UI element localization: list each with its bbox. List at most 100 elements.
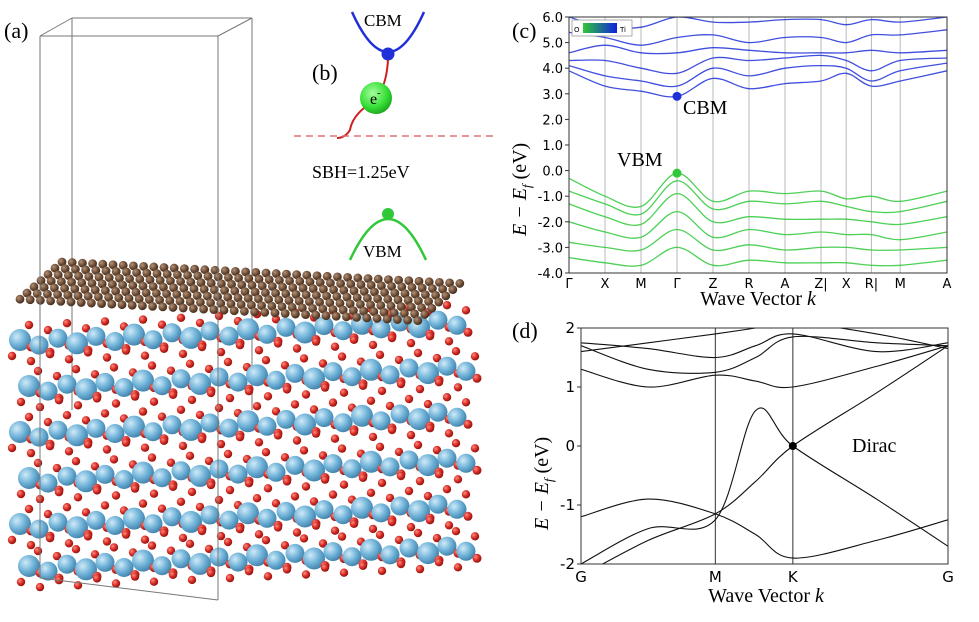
- titanium-atom: [351, 496, 373, 519]
- oxygen-atom: [280, 361, 290, 370]
- carbon-atom: [413, 316, 423, 326]
- carbon-atom: [270, 308, 280, 318]
- oxygen-atom: [461, 490, 471, 499]
- carbon-atom: [91, 266, 101, 275]
- carbon-atom: [352, 293, 362, 303]
- oxygen-atom: [453, 475, 463, 484]
- carbon-atom: [108, 280, 117, 289]
- oxygen-atom: [252, 494, 262, 503]
- oxygen-atom: [102, 537, 112, 546]
- carbon-atom: [111, 286, 120, 296]
- carbon-atom: [43, 289, 52, 299]
- carbon-atom: [121, 287, 131, 297]
- x-tick-label: G: [575, 568, 587, 586]
- panel-a-structure: (a): [4, 17, 482, 601]
- titanium-atom: [38, 473, 58, 493]
- carbon-atom: [247, 281, 257, 290]
- titanium-atom: [18, 555, 40, 577]
- carbon-atom: [339, 285, 349, 295]
- dirac-annotation: Dirac: [852, 435, 897, 457]
- carbon-atom: [284, 296, 294, 305]
- carbon-atom: [53, 270, 63, 280]
- carbon-atom: [229, 306, 239, 316]
- carbon-atom: [377, 281, 386, 291]
- carbon-atom: [145, 275, 155, 285]
- carbon-atom: [117, 300, 127, 310]
- y-tick-label: 6.0: [542, 11, 563, 26]
- titanium-atom: [123, 415, 145, 438]
- carbon-atom: [15, 294, 25, 304]
- carbon-atom: [127, 300, 137, 310]
- carbon-atom: [349, 286, 359, 296]
- oxygen-atom: [280, 453, 290, 462]
- cell-edge: [217, 17, 253, 37]
- x-tick-label: R: [744, 277, 753, 292]
- carbon-atom: [101, 266, 111, 276]
- carbon-atom: [29, 282, 39, 292]
- carbon-atom: [390, 288, 400, 298]
- oxygen-atom: [109, 543, 119, 552]
- oxygen-atom: [206, 568, 216, 578]
- carbon-atom: [162, 289, 172, 299]
- carbon-atom: [363, 274, 373, 283]
- carbon-atom: [220, 266, 230, 276]
- oxygen-atom: [216, 531, 226, 541]
- titanium-atom: [57, 554, 77, 574]
- titanium-atom: [114, 558, 134, 577]
- titanium-atom: [209, 547, 229, 567]
- carbon-atom: [210, 265, 220, 275]
- panel-d-kpoint-lines: [714, 328, 794, 564]
- oxygen-atom: [235, 341, 245, 350]
- oxygen-atom: [404, 486, 414, 496]
- titanium-atom: [219, 326, 239, 346]
- carbon-atom: [353, 273, 363, 283]
- carbon-atom: [254, 274, 264, 284]
- carbon-atom: [278, 282, 287, 292]
- oxygen-atom: [33, 546, 43, 556]
- carbon-atom: [32, 289, 42, 298]
- titanium-atom: [86, 326, 106, 346]
- x-tick-label: Γ: [565, 277, 573, 292]
- carbon-atom: [97, 279, 107, 289]
- titanium-atom: [428, 310, 448, 330]
- titanium-atom: [75, 378, 97, 401]
- carbon-atom: [216, 299, 226, 308]
- titanium-atom: [48, 512, 68, 532]
- carbon-atom: [87, 298, 96, 308]
- oxygen-atom: [187, 395, 197, 405]
- carbon-atom: [67, 277, 76, 287]
- oxygen-atom: [432, 445, 442, 455]
- electron-label: e-: [370, 88, 380, 108]
- oxygen-atom: [147, 361, 157, 370]
- carbon-atom: [63, 290, 73, 300]
- titanium-atom: [408, 316, 430, 339]
- oxygen-atom: [282, 477, 292, 486]
- carbon-atom: [210, 285, 219, 295]
- oxygen-atom: [415, 476, 425, 486]
- oxygen-atom: [130, 392, 140, 401]
- carbon-atom: [175, 296, 185, 306]
- carbon-atom: [223, 292, 233, 302]
- carbon-atom: [173, 270, 182, 280]
- oxygen-atom: [394, 447, 404, 457]
- carbon-atom: [261, 268, 271, 278]
- carbon-atom: [118, 280, 127, 290]
- carbon-atom: [274, 295, 284, 305]
- oxygen-atom: [197, 434, 207, 444]
- carbon-atom: [129, 261, 138, 271]
- oxygen-atom: [90, 462, 100, 471]
- oxygen-atom: [387, 517, 397, 527]
- carbon-atom: [152, 289, 161, 298]
- carbon-atom: [448, 285, 458, 295]
- titanium-atom: [171, 461, 191, 481]
- oxygen-atom: [121, 438, 131, 447]
- carbon-atom: [148, 282, 158, 292]
- oxygen-atom: [81, 416, 91, 425]
- oxygen-atom: [225, 485, 235, 495]
- carbon-atom: [264, 275, 274, 285]
- carbon-atom: [247, 300, 256, 310]
- titanium-atom: [360, 450, 382, 473]
- vbm-annotation: VBM: [617, 149, 663, 171]
- carbon-atom: [141, 288, 151, 298]
- x-tick-label: X: [842, 277, 851, 292]
